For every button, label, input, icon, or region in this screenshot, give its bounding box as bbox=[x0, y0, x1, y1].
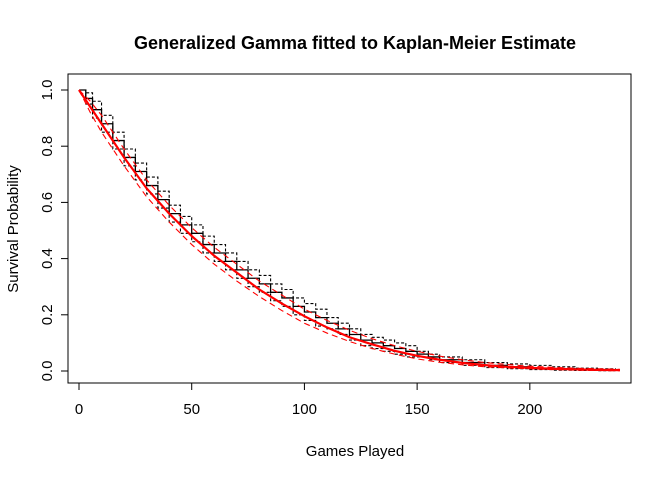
series-fit-upper bbox=[78, 89, 621, 370]
y-tick-label: 0.0 bbox=[39, 361, 56, 382]
series-km-upper bbox=[79, 89, 617, 370]
x-axis: 0 50 100 150 200 bbox=[75, 382, 542, 418]
y-tick-label: 0.8 bbox=[39, 136, 56, 157]
x-axis-label: Games Played bbox=[306, 443, 404, 460]
series-fit bbox=[78, 89, 621, 372]
series-layer bbox=[78, 89, 621, 372]
y-tick-label: 0.6 bbox=[39, 192, 56, 213]
x-tick-label: 0 bbox=[75, 401, 83, 418]
y-tick-label: 1.0 bbox=[39, 80, 56, 101]
y-tick-label: 0.2 bbox=[39, 304, 56, 325]
chart-title: Generalized Gamma fitted to Kaplan-Meier… bbox=[134, 33, 576, 53]
x-tick-label: 150 bbox=[405, 401, 430, 418]
x-tick-label: 200 bbox=[517, 401, 542, 418]
y-axis: 0.0 0.2 0.4 0.6 0.8 1.0 bbox=[39, 80, 69, 382]
series-fit-lower bbox=[78, 89, 621, 372]
x-tick-label: 50 bbox=[183, 401, 200, 418]
y-tick-label: 0.4 bbox=[39, 248, 56, 269]
x-tick-label: 100 bbox=[292, 401, 317, 418]
y-axis-label: Survival Probability bbox=[5, 165, 22, 293]
